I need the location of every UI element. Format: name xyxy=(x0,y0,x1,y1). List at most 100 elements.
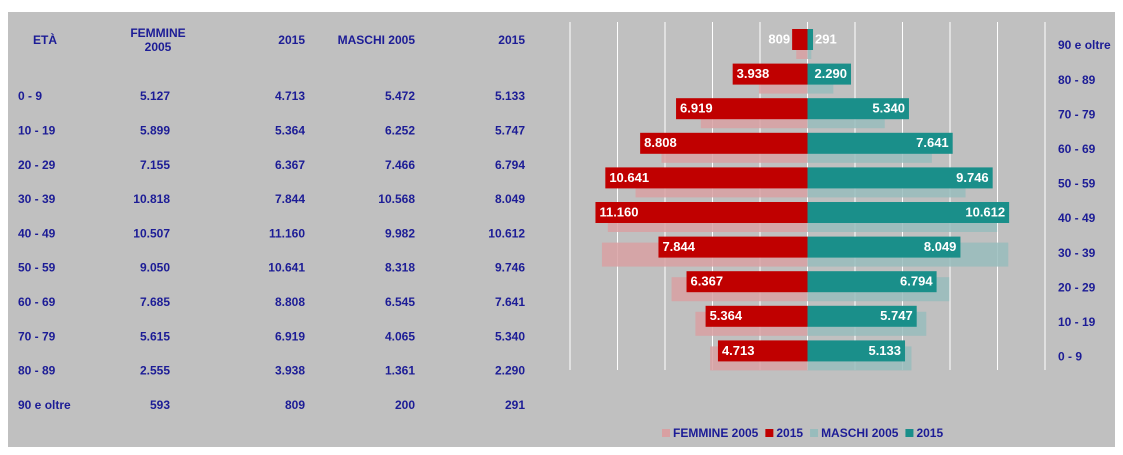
table-cell: 20 - 29 xyxy=(18,158,56,172)
bar xyxy=(686,271,808,293)
data-label: 6.794 xyxy=(900,274,933,289)
data-label: 291 xyxy=(815,31,837,46)
table-cell: 40 - 49 xyxy=(18,226,56,240)
table-cell: 60 - 69 xyxy=(18,295,56,309)
y-tick-label: 40 - 49 xyxy=(1058,211,1096,225)
table-cell: 11.160 xyxy=(269,226,305,240)
data-label: 5.747 xyxy=(880,308,913,323)
table-cell: 4.713 xyxy=(275,89,305,103)
y-tick-label: 70 - 79 xyxy=(1058,107,1096,121)
bar xyxy=(705,305,808,327)
y-tick-label: 80 - 89 xyxy=(1058,73,1096,87)
bar xyxy=(807,271,937,293)
data-label: 5.133 xyxy=(868,343,901,358)
y-tick-label: 30 - 39 xyxy=(1058,246,1096,260)
table-cell: 7.685 xyxy=(140,295,170,309)
table-cell: 10.818 xyxy=(133,192,170,206)
legend-label: 2015 xyxy=(916,426,943,440)
bar xyxy=(807,202,1010,223)
bar xyxy=(807,98,909,120)
bar xyxy=(807,305,917,327)
table-cell: 50 - 59 xyxy=(18,261,56,275)
table-cell: 5.340 xyxy=(495,329,525,343)
table-cell: 70 - 79 xyxy=(18,329,56,343)
bar xyxy=(595,202,808,223)
data-label: 11.160 xyxy=(599,204,638,219)
legend-swatch xyxy=(765,429,774,437)
table-cell: 7.466 xyxy=(385,158,415,172)
table-cell: 9.982 xyxy=(385,226,415,240)
bar xyxy=(676,98,808,120)
table-cell: 10.568 xyxy=(378,192,415,206)
table-cell: 5.133 xyxy=(495,89,525,103)
table-cell: 8.318 xyxy=(385,261,415,275)
data-label: 809 xyxy=(768,31,790,46)
legend-label: FEMMINE 2005 xyxy=(673,426,759,440)
bar xyxy=(640,132,808,154)
table-cell: 1.361 xyxy=(385,364,415,378)
table-cell: 291 xyxy=(505,398,525,412)
table-cell: 6.252 xyxy=(385,123,415,137)
data-label: 5.364 xyxy=(710,308,743,323)
y-tick-label: 10 - 19 xyxy=(1058,315,1096,329)
bar xyxy=(658,236,808,258)
table-cell: 9.746 xyxy=(495,261,525,275)
bar xyxy=(807,29,814,50)
data-label: 6.919 xyxy=(680,101,713,116)
table-cell: 5.127 xyxy=(140,89,170,103)
legend-label: MASCHI 2005 xyxy=(821,426,899,440)
table-cell: 8.049 xyxy=(495,192,525,206)
data-label: 6.367 xyxy=(691,274,724,289)
bar xyxy=(807,340,906,362)
bar xyxy=(792,29,808,50)
y-tick-label: 0 - 9 xyxy=(1058,350,1082,364)
legend-swatch xyxy=(810,429,819,437)
table-cell: 90 e oltre xyxy=(18,398,71,412)
table-cell: 6.545 xyxy=(385,295,415,309)
y-tick-label: 90 e oltre xyxy=(1058,38,1111,52)
table-cell: 7.155 xyxy=(140,158,170,172)
table-cell: 5.615 xyxy=(140,329,170,343)
table-header: ETÀ xyxy=(33,32,57,47)
data-label: 8.808 xyxy=(644,135,677,150)
bar xyxy=(807,167,993,189)
data-label: 4.713 xyxy=(722,343,755,358)
bar xyxy=(732,63,808,85)
table-cell: 10.507 xyxy=(133,226,170,240)
table-cell: 10 - 19 xyxy=(18,123,56,137)
y-tick-label: 20 - 29 xyxy=(1058,280,1096,294)
data-label: 9.746 xyxy=(956,170,989,185)
table-header: 2015 xyxy=(498,33,525,47)
data-label: 5.340 xyxy=(872,101,905,116)
table-cell: 80 - 89 xyxy=(18,364,56,378)
table-cell: 5.747 xyxy=(495,123,525,137)
table-cell: 7.844 xyxy=(275,192,305,206)
table-header: 2015 xyxy=(278,33,305,47)
table-cell: 6.919 xyxy=(275,329,305,343)
data-label: 7.844 xyxy=(662,239,695,254)
bar xyxy=(807,63,852,85)
bar xyxy=(717,340,808,362)
table-header: FEMMINE 2005 xyxy=(130,26,185,54)
bar xyxy=(605,167,808,189)
table-cell: 2.555 xyxy=(140,364,170,378)
data-label: 8.049 xyxy=(924,239,957,254)
legend-swatch xyxy=(662,429,670,437)
bar xyxy=(807,132,953,154)
data-label: 3.938 xyxy=(737,66,770,81)
table-cell: 10.641 xyxy=(268,261,305,275)
legend-label: 2015 xyxy=(776,426,803,440)
table-cell: 6.367 xyxy=(275,158,305,172)
table-cell: 6.794 xyxy=(495,158,525,172)
legend-swatch xyxy=(905,429,914,437)
table-cell: 9.050 xyxy=(140,261,170,275)
table-cell: 809 xyxy=(285,398,305,412)
table-cell: 200 xyxy=(395,398,415,412)
table-cell: 8.808 xyxy=(275,295,305,309)
bar xyxy=(807,236,961,258)
table-cell: 593 xyxy=(150,398,170,412)
data-label: 7.641 xyxy=(916,135,949,150)
table-cell: 5.472 xyxy=(385,89,415,103)
table-cell: 5.899 xyxy=(140,123,170,137)
data-label: 10.641 xyxy=(609,170,649,185)
